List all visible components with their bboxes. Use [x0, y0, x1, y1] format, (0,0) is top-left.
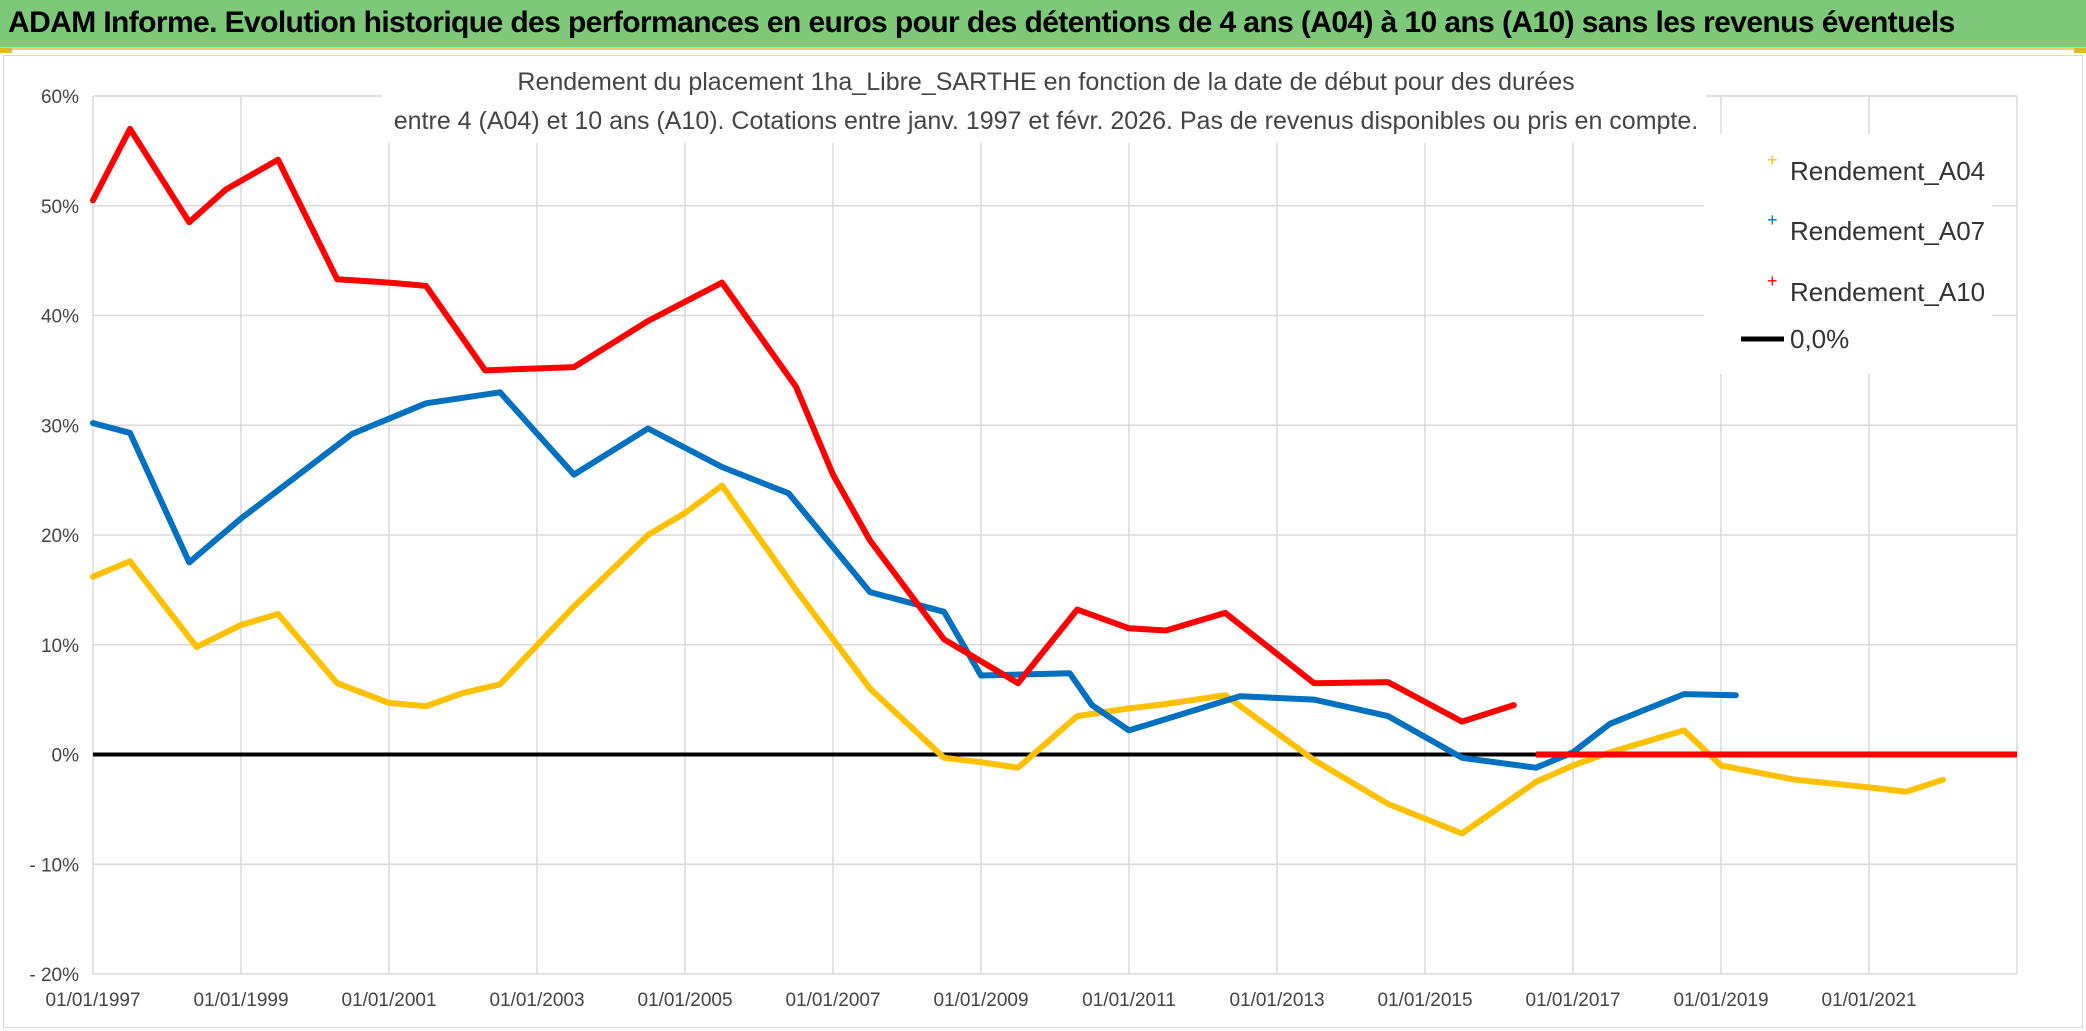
y-tick-label: 40%	[41, 307, 79, 328]
legend-marker-a04: +	[1767, 150, 1778, 170]
y-tick-label: 0%	[52, 746, 80, 767]
chart-title-line2: entre 4 (A04) et 10 ans (A10). Cotations…	[394, 107, 1698, 135]
chart-frame: 60% 50% 40% 30% 20% 10% 0% - 10% - 20% 01/01/199…	[3, 55, 2083, 1028]
x-tick-label: 01/01/1999	[193, 990, 288, 1011]
chart-title-background	[382, 65, 1706, 143]
y-tick-label: 10%	[41, 636, 79, 657]
y-tick-label: 60%	[41, 87, 79, 108]
x-tick-label: 01/01/1997	[45, 990, 140, 1011]
legend-label-a04: Rendement_A04	[1790, 156, 1985, 186]
y-tick-label: 50%	[41, 197, 79, 218]
line-chart: 60% 50% 40% 30% 20% 10% 0% - 10% - 20% 01/01/199…	[29, 65, 2018, 1011]
x-tick-label: 01/01/2017	[1525, 990, 1620, 1011]
series-line-rendement-a07	[90, 389, 1739, 771]
legend-marker-a07: +	[1767, 210, 1778, 230]
x-tick-label: 01/01/2005	[637, 990, 732, 1011]
corner-accent-right	[2074, 48, 2086, 53]
legend-label-a07: Rendement_A07	[1790, 216, 1985, 246]
grid-lines	[92, 95, 2018, 975]
header-bar: ADAM Informe. Evolution historique des p…	[0, 0, 2086, 50]
y-tick-label: 30%	[41, 416, 79, 437]
x-tick-label: 01/01/2013	[1229, 990, 1324, 1011]
y-tick-label: - 20%	[29, 965, 79, 986]
legend-label-a10: Rendement_A10	[1790, 277, 1985, 307]
series-line-rendement-a04	[90, 482, 1946, 837]
x-tick-label: 01/01/2021	[1821, 990, 1916, 1011]
series-group	[90, 125, 2017, 837]
series-line-rendement-a10	[90, 125, 1517, 725]
legend-background	[1704, 134, 1992, 374]
y-tick-label: 20%	[41, 526, 79, 547]
x-tick-label: 01/01/2003	[489, 990, 584, 1011]
y-axis-ticks: 60% 50% 40% 30% 20% 10% 0% - 10% - 20%	[29, 87, 79, 986]
legend: + Rendement_A04 + Rendement_A07 + Rendem…	[1704, 134, 1992, 374]
x-tick-label: 01/01/2011	[1082, 990, 1176, 1011]
x-tick-label: 01/01/2001	[341, 990, 436, 1011]
legend-marker-a10: +	[1767, 271, 1778, 291]
x-tick-label: 01/01/2015	[1377, 990, 1472, 1011]
chart-title-line1: Rendement du placement 1ha_Libre_SARTHE …	[517, 68, 1574, 96]
x-axis-ticks: 01/01/1997 01/01/1999 01/01/2001 01/01/2003…	[45, 990, 1916, 1011]
x-tick-label: 01/01/2009	[933, 990, 1028, 1011]
x-tick-label: 01/01/2019	[1673, 990, 1768, 1011]
corner-accent-left	[0, 48, 12, 53]
y-tick-label: - 10%	[29, 855, 79, 876]
x-tick-label: 01/01/2007	[785, 990, 880, 1011]
legend-label-zero-line: 0,0%	[1790, 324, 1849, 354]
page-title: ADAM Informe. Evolution historique des p…	[8, 6, 1955, 39]
